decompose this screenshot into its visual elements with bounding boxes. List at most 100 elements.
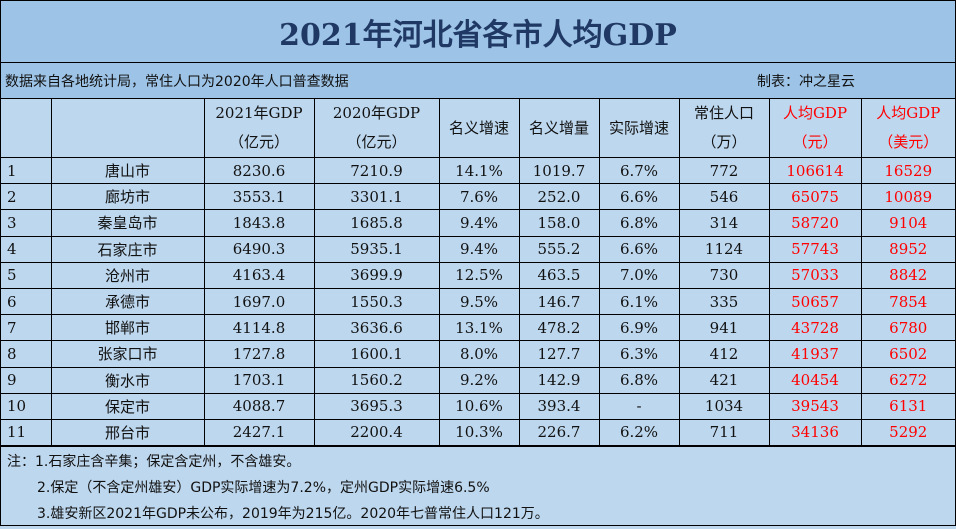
cell-population: 1034 xyxy=(678,392,770,420)
cell-nominal-increase: 463.5 xyxy=(518,261,600,289)
cell-rank: 2 xyxy=(1,183,52,211)
cell-gdp-2021: 8230.6 xyxy=(203,156,315,185)
header-line-2: （美元） xyxy=(878,133,939,151)
cell-per-capita-cny: 65075 xyxy=(768,183,862,211)
cell-rank: 11 xyxy=(1,418,52,447)
cell-per-capita-usd: 9104 xyxy=(860,209,955,237)
cell-gdp-2021: 2427.1 xyxy=(203,418,315,447)
cell-nominal-increase: 1019.7 xyxy=(518,156,600,185)
cell-city: 秦皇岛市 xyxy=(50,209,205,237)
table-row: 5 沧州市 4163.4 3699.9 12.5% 463.5 7.0% 730 57033 88… xyxy=(1,261,955,289)
cell-gdp-2020: 3301.1 xyxy=(313,183,440,211)
cell-per-capita-usd: 7854 xyxy=(860,287,955,316)
cell-population: 421 xyxy=(678,366,770,394)
header-gdp-2021: 2021年GDP （亿元） xyxy=(203,99,315,158)
header-line-2: （元） xyxy=(792,133,838,151)
cell-rank: 3 xyxy=(1,209,52,237)
table-row: 3 秦皇岛市 1843.8 1685.8 9.4% 158.0 6.8% 314 58720 91… xyxy=(1,209,955,237)
cell-per-capita-cny: 57743 xyxy=(768,235,862,263)
cell-real-growth: 6.8% xyxy=(598,209,680,237)
cell-per-capita-usd: 5292 xyxy=(860,418,955,447)
header-line-1: 名义增速 xyxy=(448,118,509,137)
cell-per-capita-usd: 10089 xyxy=(860,183,955,211)
header-per-capita-usd: 人均GDP （美元） xyxy=(860,99,955,158)
cell-city: 廊坊市 xyxy=(50,183,205,211)
cell-gdp-2020: 1560.2 xyxy=(313,366,440,394)
note-1: 注：1.石家庄含辛集；保定含定州，不含雄安。 xyxy=(7,454,301,471)
table-row: 2 廊坊市 3553.1 3301.1 7.6% 252.0 6.6% 546 65075 100… xyxy=(1,183,955,211)
page-title: 2021年河北省各市人均GDP xyxy=(1,1,955,63)
cell-per-capita-cny: 106614 xyxy=(768,156,862,185)
source-note: 数据来自各地统计局，常住人口为2020年人口普查数据 xyxy=(5,73,349,90)
cell-nominal-increase: 393.4 xyxy=(518,392,600,420)
cell-nominal-increase: 478.2 xyxy=(518,314,600,342)
cell-real-growth: 6.2% xyxy=(598,418,680,447)
cell-population: 772 xyxy=(678,156,770,185)
header-line-1: 常住人口 xyxy=(693,104,754,122)
table-row: 10 保定市 4088.7 3695.3 10.6% 393.4-1034 39543 613… xyxy=(1,392,955,420)
table-row: 4 石家庄市 6490.3 5935.1 9.4% 555.2 6.6% 1124 57743 8… xyxy=(1,235,955,263)
cell-city: 唐山市 xyxy=(50,156,205,185)
cell-city: 邢台市 xyxy=(50,418,205,447)
header-line-1: 实际增速 xyxy=(608,118,669,137)
source-row: 数据来自各地统计局，常住人口为2020年人口普查数据 制表：冲之星云 xyxy=(1,63,955,99)
cell-population: 546 xyxy=(678,183,770,211)
cell-real-growth: - xyxy=(598,392,680,420)
cell-gdp-2020: 3695.3 xyxy=(313,392,440,420)
note-2: 2.保定（不含定州雄安）GDP实际增速为7.2%，定州GDP实际增速6.5% xyxy=(37,480,490,497)
cell-nominal-increase: 226.7 xyxy=(518,418,600,447)
header-line-2: （亿元） xyxy=(346,133,407,151)
cell-real-growth: 6.3% xyxy=(598,340,680,368)
cell-gdp-2021: 1727.8 xyxy=(203,340,315,368)
cell-gdp-2020: 1550.3 xyxy=(313,287,440,316)
header-line-1: 人均GDP xyxy=(876,104,941,122)
cell-rank: 7 xyxy=(1,314,52,342)
cell-per-capita-cny: 39543 xyxy=(768,392,862,420)
cell-nominal-growth: 8.0% xyxy=(438,340,520,368)
cell-gdp-2020: 3636.6 xyxy=(313,314,440,342)
cell-rank: 4 xyxy=(1,235,52,263)
header-rank xyxy=(1,99,52,158)
cell-gdp-2020: 2200.4 xyxy=(313,418,440,447)
cell-per-capita-usd: 6502 xyxy=(860,340,955,368)
cell-nominal-growth: 7.6% xyxy=(438,183,520,211)
note-3: 3.雄安新区2021年GDP未公布，2019年为215亿。2020年七普常住人口… xyxy=(37,506,549,523)
cell-nominal-increase: 142.9 xyxy=(518,366,600,394)
header-nominal-growth: 名义增速 xyxy=(438,99,520,158)
cell-real-growth: 6.6% xyxy=(598,235,680,263)
cell-per-capita-usd: 16529 xyxy=(860,156,955,185)
cell-rank: 8 xyxy=(1,340,52,368)
cell-nominal-increase: 555.2 xyxy=(518,235,600,263)
cell-population: 1124 xyxy=(678,235,770,263)
cell-nominal-growth: 9.4% xyxy=(438,235,520,263)
cell-nominal-increase: 146.7 xyxy=(518,287,600,316)
header-line-1: 2021年GDP xyxy=(215,104,303,122)
header-row: 2021年GDP （亿元） 2020年GDP （亿元） 名义增速 名义增量 实际增速 常住人口… xyxy=(1,99,955,158)
cell-per-capita-usd: 6780 xyxy=(860,314,955,342)
cell-city: 衡水市 xyxy=(50,366,205,394)
cell-real-growth: 7.0% xyxy=(598,261,680,289)
table-row: 11 邢台市 2427.1 2200.4 10.3% 226.7 6.2% 711 34136 5… xyxy=(1,418,955,447)
author-note: 制表：冲之星云 xyxy=(757,73,855,90)
cell-city: 张家口市 xyxy=(50,340,205,368)
cell-nominal-increase: 252.0 xyxy=(518,183,600,211)
header-line-1: 2020年GDP xyxy=(332,104,421,122)
cell-per-capita-cny: 50657 xyxy=(768,287,862,316)
table-row: 7 邯郸市 4114.8 3636.6 13.1% 478.2 6.9% 941 43728 67… xyxy=(1,314,955,342)
cell-real-growth: 6.9% xyxy=(598,314,680,342)
header-line-1: 人均GDP xyxy=(782,104,848,122)
notes: 注：1.石家庄含辛集；保定含定州，不含雄安。 2.保定（不含定州雄安）GDP实际… xyxy=(1,446,955,529)
cell-per-capita-cny: 58720 xyxy=(768,209,862,237)
cell-population: 941 xyxy=(678,314,770,342)
header-gdp-2020: 2020年GDP （亿元） xyxy=(313,99,440,158)
header-line-1: 名义增量 xyxy=(528,118,589,137)
cell-nominal-growth: 14.1% xyxy=(438,156,520,185)
cell-per-capita-cny: 34136 xyxy=(768,418,862,447)
cell-rank: 1 xyxy=(1,156,52,185)
cell-population: 730 xyxy=(678,261,770,289)
header-real-growth: 实际增速 xyxy=(598,99,680,158)
header-per-capita-cny: 人均GDP （元） xyxy=(768,99,862,158)
cell-gdp-2021: 4114.8 xyxy=(203,314,315,342)
cell-gdp-2021: 1843.8 xyxy=(203,209,315,237)
cell-gdp-2021: 4163.4 xyxy=(203,261,315,289)
